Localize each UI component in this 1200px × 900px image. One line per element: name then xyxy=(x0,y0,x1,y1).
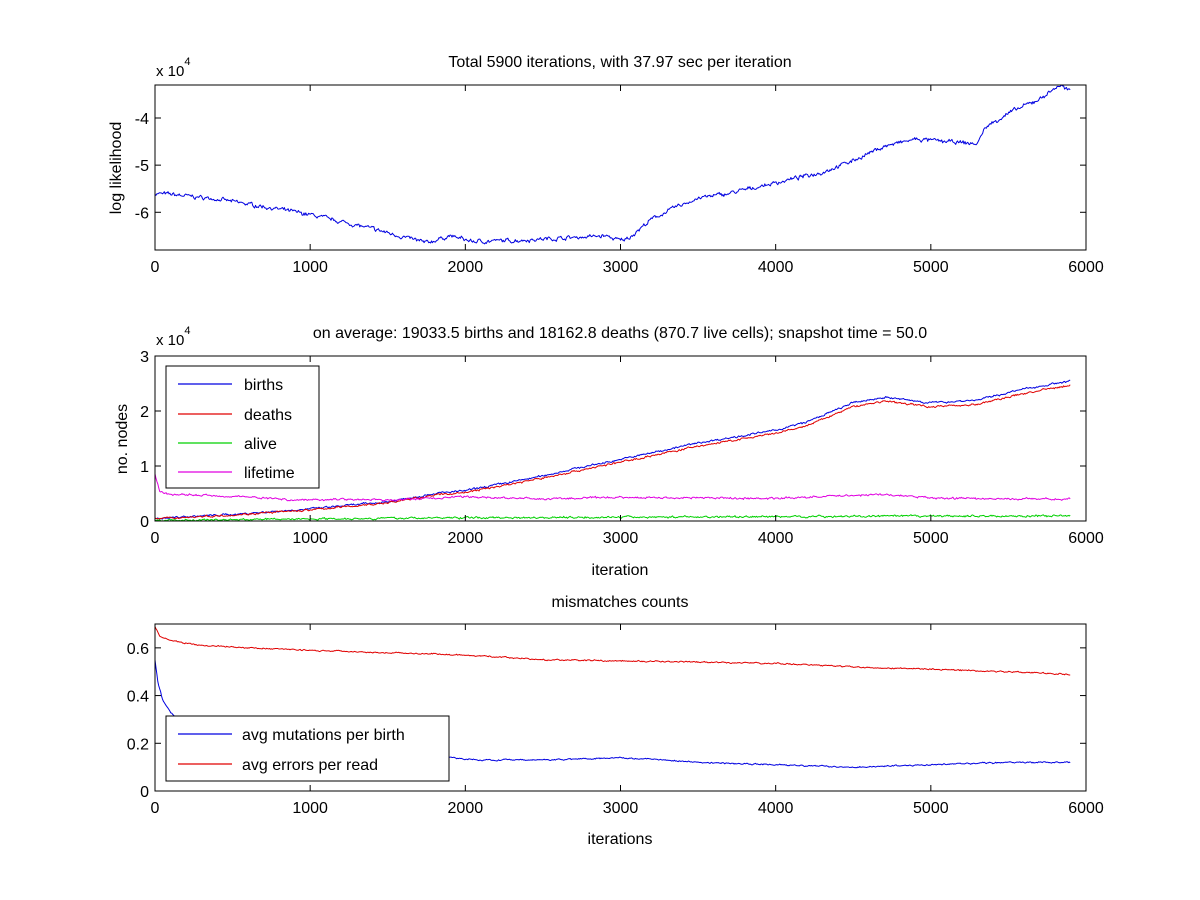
x-tick-label: 6000 xyxy=(1068,259,1104,276)
axis-ticks: 0 1000 2000 3000 4000 5000 6000 0 1 2 3 xyxy=(140,349,1104,547)
panel-node-counts: on average: 19033.5 births and 18162.8 d… xyxy=(114,325,1104,579)
y-tick-label: -6 xyxy=(135,205,149,222)
x-tick-label: 6000 xyxy=(1068,800,1104,817)
legend-label-errors: avg errors per read xyxy=(242,757,378,774)
panel-log-likelihood: Total 5900 iterations, with 37.97 sec pe… xyxy=(108,54,1104,276)
legend-label-mutations: avg mutations per birth xyxy=(242,727,405,744)
x-tick-label: 4000 xyxy=(758,259,794,276)
panel-title: mismatches counts xyxy=(552,594,689,611)
legend-label-lifetime: lifetime xyxy=(244,465,295,482)
y-tick-label: 0.2 xyxy=(127,736,149,753)
axes-box xyxy=(154,355,1087,522)
x-tick-label: 4000 xyxy=(758,530,794,547)
y-tick-label: -4 xyxy=(135,111,149,128)
series-line-lifetime xyxy=(154,473,1071,502)
x-tick-label: 0 xyxy=(151,259,160,276)
series-line-alive xyxy=(154,514,1071,522)
y-tick-label: 1 xyxy=(140,459,149,476)
y-tick-label: 2 xyxy=(140,404,149,421)
y-tick-label: 3 xyxy=(140,349,149,366)
legend: births deaths alive lifetime xyxy=(165,365,320,489)
legend-label-deaths: deaths xyxy=(244,407,292,424)
axes-box xyxy=(154,84,1087,251)
legend-box xyxy=(165,715,450,782)
y-axis-label: log likelihood xyxy=(108,122,125,215)
x-tick-label: 5000 xyxy=(913,800,949,817)
x-tick-label: 4000 xyxy=(758,800,794,817)
panel-title: on average: 19033.5 births and 18162.8 d… xyxy=(313,325,927,342)
x-axis-label: iteration xyxy=(592,562,649,579)
plot-lines xyxy=(154,84,1071,245)
plot-lines xyxy=(154,379,1071,522)
legend: avg mutations per birth avg errors per r… xyxy=(165,715,450,782)
x-tick-label: 1000 xyxy=(292,259,328,276)
legend-label-births: births xyxy=(244,377,283,394)
y-axis-label: no. nodes xyxy=(114,404,131,474)
y-tick-label: 0 xyxy=(140,514,149,531)
x-tick-label: 5000 xyxy=(913,530,949,547)
x-tick-label: 2000 xyxy=(448,800,484,817)
x-tick-label: 2000 xyxy=(448,259,484,276)
x-tick-label: 2000 xyxy=(448,530,484,547)
x-tick-label: 3000 xyxy=(603,800,639,817)
y-tick-label: 0 xyxy=(140,784,149,801)
series-line-deaths xyxy=(155,384,1071,520)
axes-box xyxy=(154,623,1087,792)
x-tick-label: 0 xyxy=(151,800,160,817)
series-line-births xyxy=(154,379,1071,520)
x-tick-label: 5000 xyxy=(913,259,949,276)
x-tick-label: 1000 xyxy=(292,530,328,547)
x-tick-label: 0 xyxy=(151,530,160,547)
exponent-label: x 104 xyxy=(156,325,190,349)
panel-title: Total 5900 iterations, with 37.97 sec pe… xyxy=(448,54,791,71)
x-tick-label: 3000 xyxy=(603,530,639,547)
x-tick-label: 3000 xyxy=(603,259,639,276)
x-tick-label: 6000 xyxy=(1068,530,1104,547)
series-line-log-likelihood xyxy=(154,84,1071,245)
exponent-label: x 104 xyxy=(156,56,190,80)
y-tick-label: 0.6 xyxy=(127,641,149,658)
y-tick-label: -5 xyxy=(135,158,149,175)
series-line-avg-errors-per-read xyxy=(154,626,1071,676)
axis-ticks: 0 1000 2000 3000 4000 5000 6000 -6 -5 -4 xyxy=(135,85,1104,276)
x-axis-label: iterations xyxy=(588,831,653,848)
x-tick-label: 1000 xyxy=(292,800,328,817)
legend-box xyxy=(165,365,320,489)
legend-label-alive: alive xyxy=(244,436,277,453)
panel-mismatches: mismatches counts iterations 0 1000 2000 30… xyxy=(127,594,1104,848)
y-tick-label: 0.4 xyxy=(127,689,149,706)
